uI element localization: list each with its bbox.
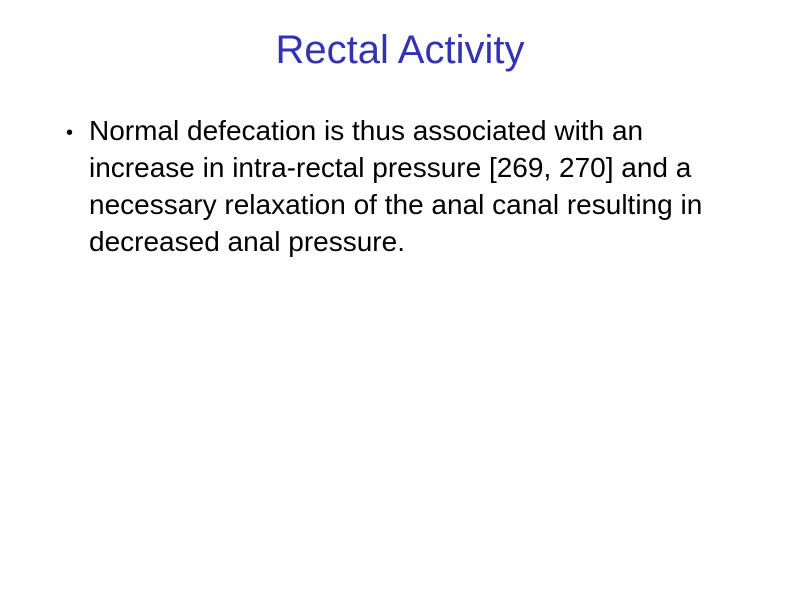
slide-container: Rectal Activity • Normal defecation is t…: [0, 0, 800, 600]
slide-title: Rectal Activity: [48, 28, 752, 73]
bullet-text: Normal defecation is thus associated wit…: [89, 113, 752, 261]
bullet-item: • Normal defecation is thus associated w…: [66, 113, 752, 261]
slide-content: • Normal defecation is thus associated w…: [48, 113, 752, 261]
bullet-marker: •: [66, 113, 73, 153]
